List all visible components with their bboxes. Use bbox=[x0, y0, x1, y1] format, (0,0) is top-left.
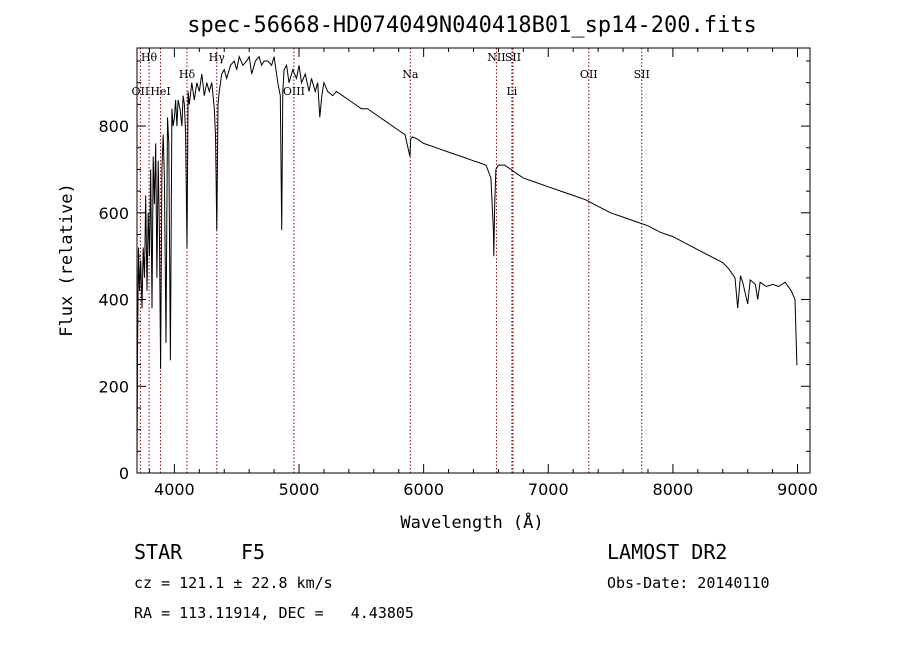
plot-frame bbox=[136, 47, 811, 474]
marker-label-8: SII bbox=[505, 51, 521, 64]
y-tick-label-400: 400 bbox=[98, 291, 129, 310]
marker-label-3: Hδ bbox=[179, 68, 196, 81]
y-axis-ticks: 0 200 400 600 800 bbox=[98, 60, 810, 483]
marker-label-10: OII bbox=[580, 68, 598, 81]
spectrum-series bbox=[136, 55, 798, 465]
marker-label-5: OIII bbox=[283, 85, 305, 98]
spectrum-chart: spec-56668-HD074049N040418B01_sp14-200.f… bbox=[57, 13, 818, 533]
x-tick-label-6000: 6000 bbox=[403, 480, 444, 499]
spectrum-line-0 bbox=[136, 55, 798, 465]
y-tick-label-0: 0 bbox=[119, 464, 129, 483]
marker-label-11: SII bbox=[634, 68, 650, 81]
marker-label-9: Li bbox=[506, 85, 517, 98]
survey-name: LAMOST DR2 bbox=[607, 540, 728, 564]
marker-label-0: Hθ bbox=[141, 51, 158, 64]
object-type: STAR bbox=[134, 540, 183, 564]
observation-date: Obs-Date: 20140110 bbox=[607, 574, 770, 592]
marker-label-6: Na bbox=[402, 68, 419, 81]
chart-title: spec-56668-HD074049N040418B01_sp14-200.f… bbox=[187, 13, 757, 38]
y-tick-label-200: 200 bbox=[98, 377, 129, 396]
spectral-subclass: F5 bbox=[241, 540, 266, 564]
marker-label-1: OII bbox=[132, 85, 150, 98]
marker-label-7: NII bbox=[487, 51, 505, 64]
redshift-cz: cz = 121.1 ± 22.8 km/s bbox=[134, 574, 333, 592]
marker-label-2: HeI bbox=[150, 85, 170, 98]
x-tick-label-9000: 9000 bbox=[777, 480, 818, 499]
y-axis-label: Flux (relative) bbox=[57, 183, 77, 337]
marker-label-4: Hγ bbox=[209, 51, 226, 64]
ra-dec: RA = 113.11914, DEC = 4.43805 bbox=[134, 604, 414, 622]
y-tick-label-800: 800 bbox=[98, 117, 129, 136]
y-tick-label-600: 600 bbox=[98, 204, 129, 223]
x-axis-ticks: 4000 5000 6000 7000 8000 9000 bbox=[148, 48, 818, 499]
x-axis-label: Wavelength (Å) bbox=[400, 511, 543, 533]
x-tick-label-5000: 5000 bbox=[279, 480, 320, 499]
x-tick-label-4000: 4000 bbox=[154, 480, 195, 499]
x-tick-label-7000: 7000 bbox=[528, 480, 569, 499]
x-tick-label-8000: 8000 bbox=[653, 480, 694, 499]
